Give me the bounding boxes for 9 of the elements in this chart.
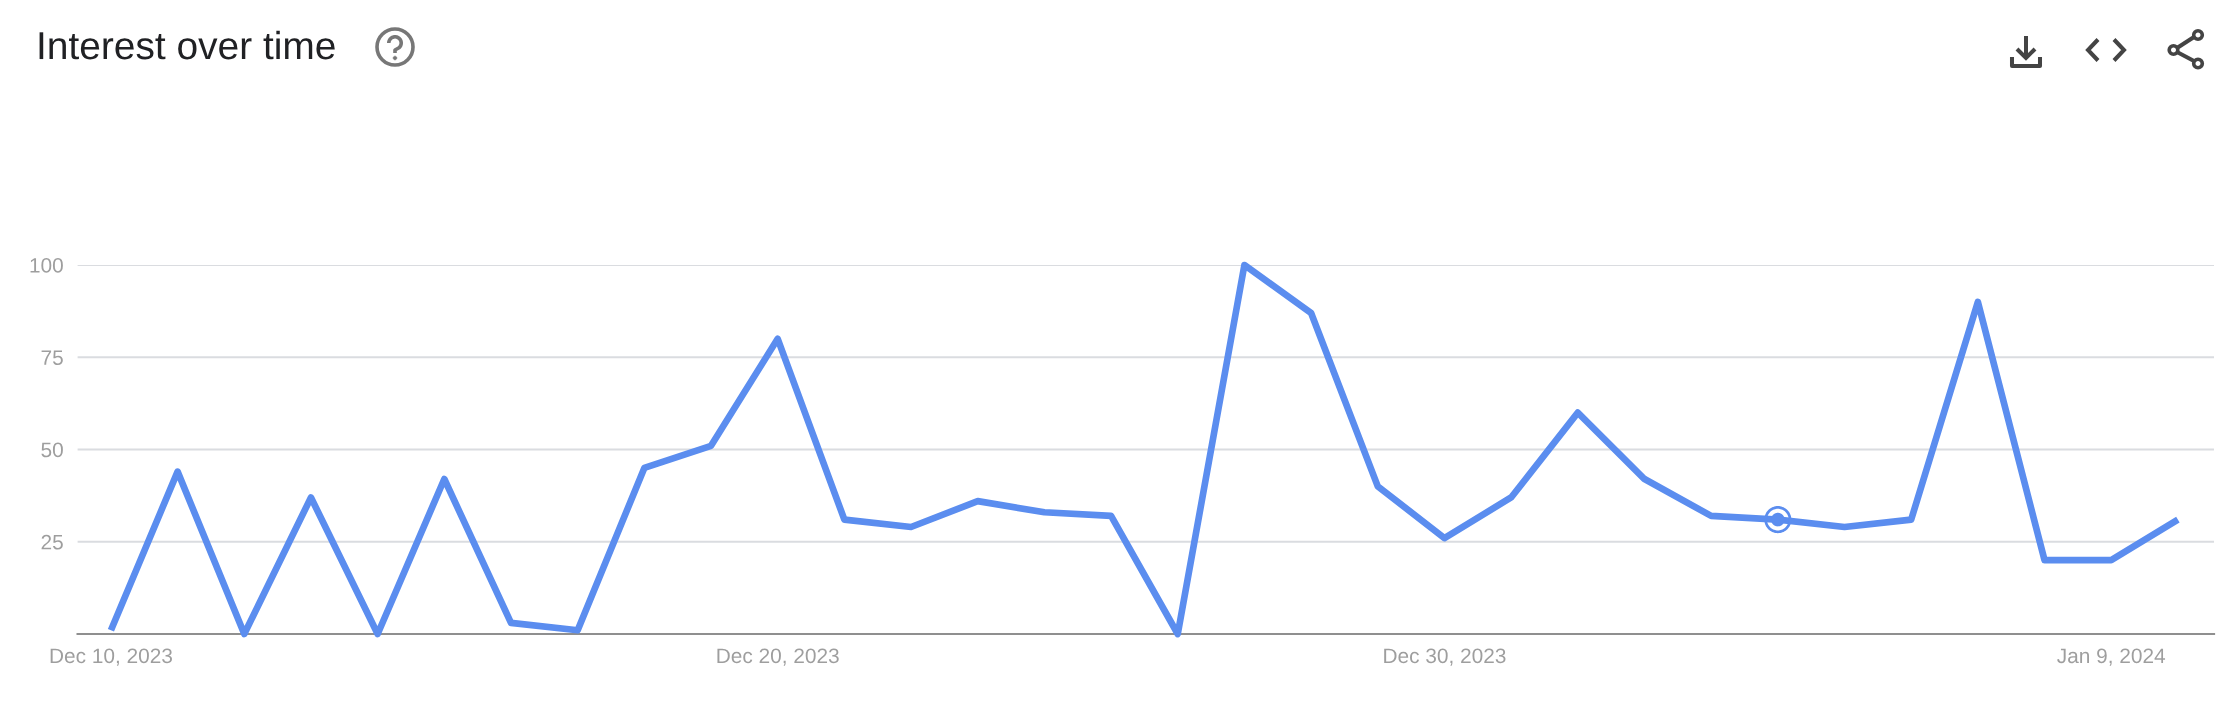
y-tick-label: 25 — [41, 534, 63, 550]
x-tick-label: Dec 10, 2023 — [50, 648, 172, 666]
x-tick-label: Dec 20, 2023 — [717, 648, 839, 666]
y-tick-label: 75 — [41, 350, 63, 365]
y-tick-label: 100 — [30, 258, 63, 273]
y-tick-label: 50 — [41, 442, 63, 458]
chart-title: Interest over time — [39, 30, 335, 60]
x-tick-label: Dec 30, 2023 — [1384, 648, 1506, 666]
x-tick-label: Jan 9, 2024 — [2057, 648, 2166, 666]
